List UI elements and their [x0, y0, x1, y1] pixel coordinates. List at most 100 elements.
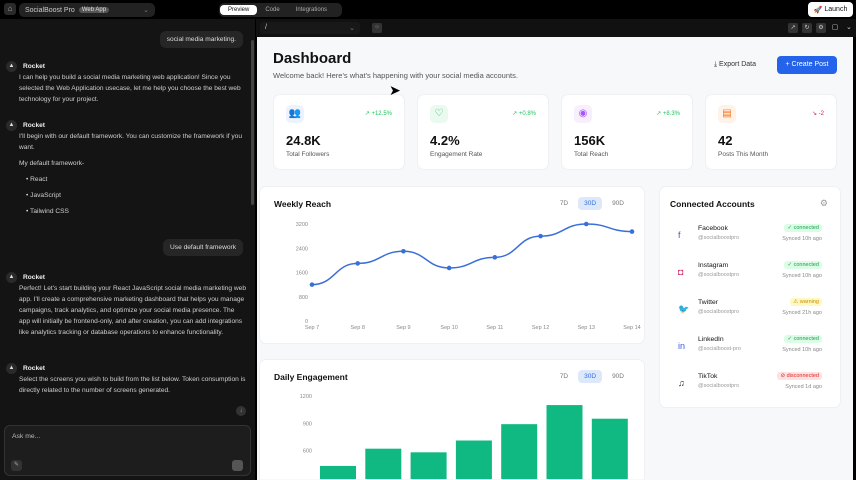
- y-tick-label: 800: [299, 295, 308, 301]
- stat-label: Total Reach: [574, 151, 609, 158]
- connected-accounts-card: Connected Accounts ⚙ f Facebook @socialb…: [659, 186, 841, 408]
- data-point: [538, 233, 543, 239]
- range-7d[interactable]: 7D: [559, 200, 569, 207]
- range-7d[interactable]: 7D: [559, 373, 569, 380]
- chat-input[interactable]: Ask me... ✎: [4, 425, 251, 476]
- home-icon[interactable]: ⌂: [4, 3, 16, 15]
- preview-toolbar: / ⌄ ⁘ ↗ ↻ ⚙ ▢ ⌄: [256, 19, 856, 37]
- account-handle: @socialboost-pro: [698, 346, 741, 352]
- route-selector[interactable]: / ⌄: [260, 22, 360, 34]
- scroll-down-icon[interactable]: ↓: [236, 406, 246, 416]
- gear-icon[interactable]: ⚙: [819, 198, 828, 208]
- data-point: [401, 248, 406, 254]
- data-point: [446, 265, 452, 271]
- facebook-icon: f: [678, 230, 681, 240]
- y-tick-label: 2400: [296, 246, 308, 252]
- tab-integrations[interactable]: Integrations: [295, 7, 328, 13]
- engagement-bar: [320, 465, 356, 479]
- user-message: social media marketing.: [159, 31, 243, 48]
- y-tick-label: 600: [303, 449, 312, 455]
- assistant-message: ▲ Rocket Perfect! Let's start building you…: [6, 272, 246, 338]
- range-90d[interactable]: 90D: [612, 200, 624, 207]
- stat-change: ↗ +8.3%: [656, 111, 680, 117]
- page-title: Dashboard: [273, 50, 352, 67]
- users-icon: 👥: [286, 105, 304, 123]
- assistant-message: ▲ Rocket Select the screens you wish to bu…: [6, 363, 246, 396]
- engagement-bar: [455, 440, 492, 479]
- heart-icon: ♡: [430, 105, 448, 123]
- y-tick-label: 900: [303, 421, 312, 427]
- stat-card: 👥 ↗ +12.5% 24.8K Total Followers: [273, 94, 405, 170]
- range-30d[interactable]: 30D: [578, 370, 603, 383]
- status-badge: ✓ connected: [784, 224, 822, 232]
- account-row[interactable]: ◘ Instagram @socialboostpro ✓ connected …: [670, 259, 822, 289]
- account-row[interactable]: ♫ TikTok @socialboostpro ⊘ disconnected …: [670, 370, 822, 400]
- sync-time: Synced 10h ago: [782, 347, 822, 353]
- x-tick-label: Sep 7: [305, 325, 319, 331]
- reach-line: [311, 223, 633, 286]
- chat-panel: social media marketing. ▲ Rocket I can hel…: [0, 19, 255, 480]
- data-point: [492, 255, 498, 260]
- instagram-icon: ◘: [678, 267, 684, 277]
- stat-card: ◉ ↗ +8.3% 156K Total Reach: [561, 94, 693, 170]
- grid-icon[interactable]: ⁘: [372, 23, 382, 33]
- message-text: I'll begin with our default framework. Y…: [19, 133, 242, 151]
- range-tabs: 7D 30D 90D: [554, 197, 630, 210]
- daily-engagement-card: Daily Engagement 7D 30D 90D 600 900 1200: [259, 359, 645, 479]
- device-icon[interactable]: ▢: [831, 24, 839, 31]
- sync-time: Synced 10h ago: [782, 236, 822, 242]
- create-post-button[interactable]: + Create Post: [777, 56, 837, 74]
- status-badge: ✓ connected: [784, 335, 822, 343]
- account-handle: @socialboostpro: [698, 235, 740, 241]
- dashboard-page: Dashboard Welcome back! Here's what's ha…: [257, 37, 853, 480]
- chevron-down-icon[interactable]: ⌄: [846, 24, 852, 31]
- chat-scrollbar[interactable]: [251, 40, 254, 205]
- refresh-icon[interactable]: ↻: [802, 23, 812, 33]
- engagement-bar: [410, 452, 447, 479]
- y-tick-label: 1200: [300, 394, 312, 400]
- tab-code[interactable]: Code: [265, 7, 280, 13]
- account-row[interactable]: f Facebook @socialboostpro ✓ connected S…: [670, 222, 822, 252]
- assistant-name: Rocket: [23, 63, 45, 70]
- account-row[interactable]: in LinkedIn @socialboost-pro ✓ connected…: [670, 333, 822, 363]
- tab-preview[interactable]: Preview: [220, 5, 258, 15]
- launch-button[interactable]: 🚀 Launch: [808, 2, 853, 17]
- account-handle: @socialboostpro: [698, 272, 740, 278]
- account-row[interactable]: 🐦 Twitter @socialboostpro ⚠ warning Sync…: [670, 296, 822, 326]
- sync-time: Synced 1d ago: [785, 384, 822, 390]
- status-badge: ⚠ warning: [790, 298, 822, 306]
- framework-item: • Tailwind CSS: [26, 208, 69, 215]
- export-label: Export Data: [719, 61, 757, 68]
- stat-label: Total Followers: [286, 151, 330, 158]
- message-text: I can help you build a social media mark…: [19, 74, 241, 103]
- data-point: [309, 282, 315, 287]
- chat-input-placeholder: Ask me...: [12, 433, 41, 440]
- rocket-avatar-icon: ▲: [6, 120, 17, 131]
- y-tick-label: 0: [305, 319, 308, 325]
- data-point: [355, 261, 361, 266]
- attach-icon[interactable]: ✎: [11, 460, 22, 471]
- account-name: Instagram: [698, 262, 729, 269]
- project-selector[interactable]: SocialBoost Pro Web App ⌄: [19, 3, 155, 17]
- document-icon: ▤: [718, 105, 736, 123]
- open-external-icon[interactable]: ↗: [788, 23, 798, 33]
- x-tick-label: Sep 12: [532, 325, 549, 331]
- range-90d[interactable]: 90D: [612, 373, 624, 380]
- range-30d[interactable]: 30D: [578, 197, 603, 210]
- stat-card: ▤ ↘ -2 42 Posts This Month: [705, 94, 837, 170]
- sync-time: Synced 10h ago: [782, 273, 822, 279]
- data-point: [583, 221, 589, 227]
- mouse-cursor-icon: ➤: [389, 82, 401, 98]
- chevron-down-icon: ⌄: [143, 7, 149, 14]
- settings-icon[interactable]: ⚙: [816, 23, 826, 33]
- sync-time: Synced 21h ago: [782, 310, 822, 316]
- chevron-down-icon: ⌄: [349, 25, 355, 32]
- launch-label: Launch: [824, 6, 848, 13]
- send-button[interactable]: [232, 460, 243, 471]
- rocket-icon: 🚀: [813, 6, 823, 14]
- x-tick-label: Sep 8: [351, 325, 365, 331]
- top-bar: ⌂ SocialBoost Pro Web App ⌄ Preview Code I…: [0, 0, 856, 19]
- assistant-name: Rocket: [23, 365, 45, 372]
- framework-intro: My default framework-: [19, 160, 85, 167]
- export-data-button[interactable]: ⤓ Export Data: [714, 61, 757, 68]
